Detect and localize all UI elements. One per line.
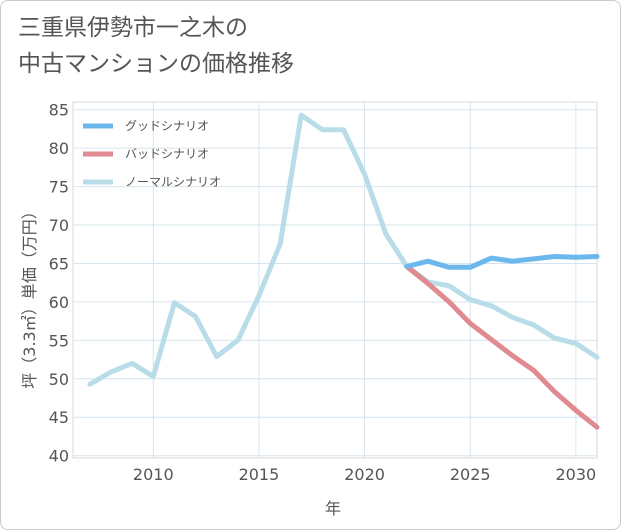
x-tick-label: 2015 — [239, 465, 280, 484]
plot-area — [72, 101, 598, 459]
series-lines — [87, 112, 600, 430]
y-tick-label: 70 — [49, 216, 69, 235]
legend-label: ノーマルシナリオ — [125, 175, 221, 189]
x-axis-ticks: 2010 2015 2020 2025 2030 — [133, 465, 596, 484]
y-tick-label: 55 — [49, 331, 69, 350]
y-tick-label: 65 — [49, 254, 69, 273]
y-tick-label: 80 — [49, 139, 69, 158]
x-axis-title: 年 — [325, 499, 341, 518]
grid-lines — [73, 102, 597, 458]
series-line-2 — [87, 112, 600, 387]
y-tick-label: 75 — [49, 178, 69, 197]
chart-title-line-2: 中古マンションの価格推移 — [18, 51, 294, 77]
legend-label: バッドシナリオ — [125, 147, 209, 161]
series-line-1 — [404, 264, 600, 430]
y-tick-label: 60 — [49, 293, 69, 312]
x-tick-label: 2025 — [450, 465, 491, 484]
y-tick-label: 45 — [49, 408, 69, 427]
x-tick-label: 2030 — [556, 465, 597, 484]
x-tick-label: 2010 — [133, 465, 174, 484]
y-axis-ticks: 40 45 50 55 60 65 70 75 80 85 — [49, 101, 69, 466]
y-axis-title: 坪（3.3㎡）単価（万円） — [20, 203, 39, 388]
y-tick-label: 40 — [49, 447, 69, 466]
legend-label: グッドシナリオ — [125, 119, 209, 133]
y-tick-label: 85 — [49, 101, 69, 120]
y-tick-label: 50 — [49, 370, 69, 389]
chart-title: 三重県伊勢市一之木の 中古マンションの価格推移 — [18, 10, 294, 82]
series-line-0 — [404, 254, 600, 270]
chart-title-line-1: 三重県伊勢市一之木の — [18, 15, 248, 41]
x-tick-label: 2020 — [344, 465, 385, 484]
